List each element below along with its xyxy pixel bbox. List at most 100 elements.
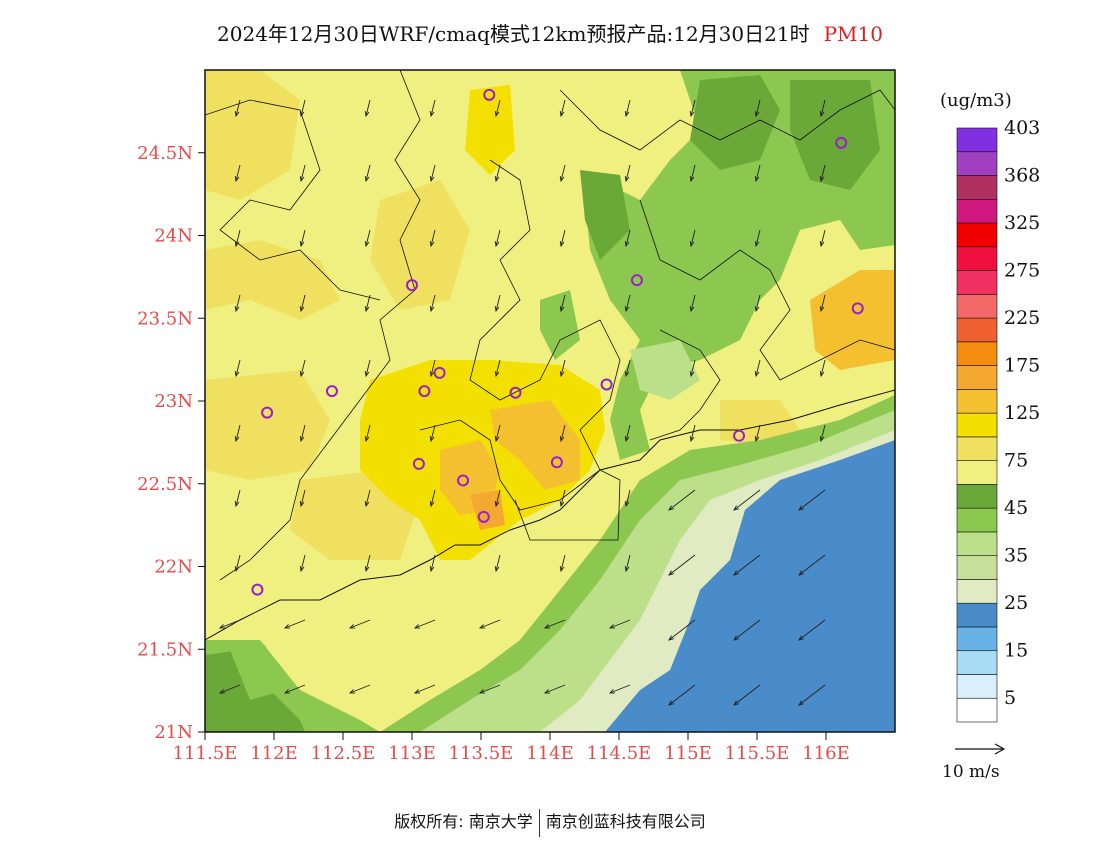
wind-arrow: [235, 554, 241, 572]
wind-arrow-head: [559, 240, 565, 248]
wind-arrow: [365, 99, 371, 117]
wind-arrow: [820, 424, 826, 442]
wind-arrow: [300, 489, 306, 507]
colorbar-cell: [956, 602, 998, 628]
wind-arrow: [733, 554, 761, 576]
wind-arrow: [235, 99, 241, 117]
wind-arrow: [625, 359, 631, 377]
wind-arrow: [365, 229, 371, 247]
boundary-g: [649, 329, 721, 441]
station-marker: [325, 385, 338, 398]
station-marker: [550, 456, 563, 469]
wind-arrow-head: [299, 370, 305, 378]
wind-arrow-head: [234, 370, 240, 378]
wind-scale-label: 10 m/s: [942, 762, 1000, 782]
wind-arrow-head: [413, 624, 421, 629]
boundary-f: [419, 419, 621, 541]
wind-arrow-head: [689, 435, 695, 443]
wind-arrow: [798, 619, 826, 641]
wind-arrow: [544, 619, 566, 629]
wind-arrow: [820, 294, 826, 312]
boundary-d: [559, 89, 895, 151]
wind-arrow: [755, 164, 761, 182]
wind-arrow-head: [819, 110, 825, 118]
wind-arrow-head: [819, 435, 825, 443]
wind-arrow-head: [733, 570, 739, 576]
wind-arrow-head: [559, 305, 565, 313]
wind-arrow: [235, 164, 241, 182]
colorbar-label: 15: [1004, 640, 1028, 662]
colorbar-cell: [956, 484, 998, 509]
wind-arrow: [235, 229, 241, 247]
colorbar-cell: [956, 222, 998, 248]
station-marker: [851, 302, 864, 315]
wind-arrow-head: [283, 689, 291, 694]
wind-arrow-head: [364, 110, 370, 118]
pm10-field: [205, 70, 895, 732]
y-tick-label: 24.5N: [137, 143, 193, 164]
colorbar-cell: [956, 175, 998, 200]
wind-arrow-head: [754, 370, 760, 378]
station-marker: [600, 378, 613, 391]
boundary-b: [205, 99, 381, 301]
colorbar-unit: (ug/m3): [940, 90, 1012, 111]
wind-arrow-head: [429, 500, 435, 508]
boundary-a: [219, 70, 421, 581]
wind-arrow: [300, 99, 306, 117]
wind-arrow-head: [413, 689, 421, 694]
wind-arrow: [495, 489, 501, 507]
colorbar-cell: [956, 555, 998, 580]
wind-arrow-head: [364, 175, 370, 183]
wind-arrow: [495, 359, 501, 377]
wind-arrow-head: [494, 110, 500, 118]
wind-arrow: [495, 424, 501, 442]
wind-arrow: [414, 619, 436, 629]
wind-arrow-head: [754, 175, 760, 183]
field-sea-blue: [605, 440, 895, 732]
wind-arrow: [235, 489, 241, 507]
wind-arrow-head: [819, 370, 825, 378]
field-green-islet: [540, 290, 580, 360]
wind-arrow: [495, 229, 501, 247]
wind-arrow-head: [234, 305, 240, 313]
wind-arrow: [755, 359, 761, 377]
y-tick-label: 24N: [154, 226, 193, 247]
wind-arrow: [755, 229, 761, 247]
wind-arrow: [235, 424, 241, 442]
colorbar-label: 75: [1004, 450, 1028, 472]
wind-arrow: [235, 359, 241, 377]
colorbar-cell: [956, 317, 998, 343]
y-tick-label: 23.5N: [137, 308, 193, 329]
colorbar-label: 368: [1004, 165, 1040, 187]
wind-arrow-head: [364, 500, 370, 508]
colorbar-label: 175: [1004, 355, 1040, 377]
wind-arrow: [365, 359, 371, 377]
wind-arrow-head: [348, 624, 356, 629]
wind-arrow-head: [819, 240, 825, 248]
x-tick-label: 115E: [664, 743, 712, 764]
station-marker: [406, 279, 418, 292]
wind-arrow: [365, 489, 371, 507]
wind-arrow-head: [733, 635, 739, 641]
colorbar-label: 275: [1004, 260, 1040, 282]
wind-arrow-head: [299, 110, 305, 118]
wind-arrow-head: [218, 689, 226, 694]
wind-arrow: [365, 164, 371, 182]
wind-arrow: [560, 424, 566, 442]
wind-arrow-head: [429, 370, 435, 378]
wind-arrow: [755, 99, 761, 117]
wind-arrow: [495, 99, 501, 117]
wind-arrow-head: [364, 305, 370, 313]
wind-arrow-head: [559, 370, 565, 378]
wind-arrow: [560, 99, 566, 117]
copyright-footer: 版权所有: 南京大学 南京创蓝科技有限公司: [0, 808, 1100, 837]
field-patch-n: [370, 180, 470, 310]
wind-arrow-head: [733, 700, 739, 706]
wind-arrow-head: [494, 305, 500, 313]
colorbar-label: 45: [1004, 497, 1028, 519]
wind-arrow-head: [624, 110, 630, 118]
wind-arrow-head: [559, 565, 565, 573]
wind-arrow-head: [624, 565, 630, 573]
wind-arrow: [625, 229, 631, 247]
